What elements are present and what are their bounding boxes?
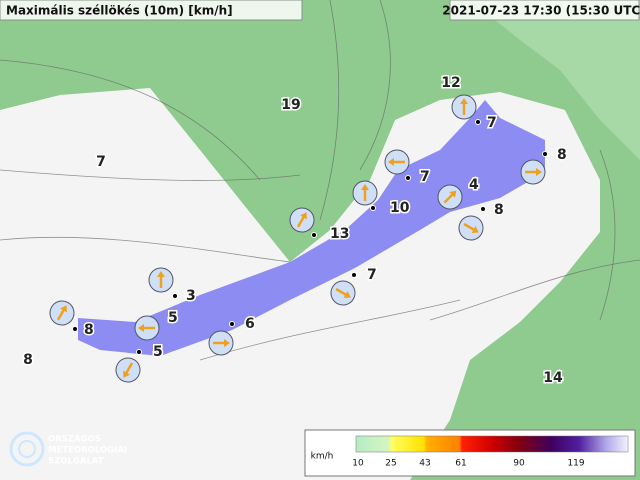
timestamp: 2021-07-23 17:30 (15:30 UTC): [442, 4, 640, 18]
legend-tick-label: 119: [567, 459, 584, 469]
station-dot: [475, 119, 481, 125]
wind-arrow: [384, 149, 410, 175]
station-dot: [229, 321, 235, 327]
logo: ORSZÁGOS METEOROLÓGIAI SZOLGÁLAT: [9, 431, 127, 467]
wind-arrow: [49, 300, 75, 326]
wind-arrow: [148, 267, 174, 293]
station-dot: [172, 293, 178, 299]
station-dot: [480, 206, 486, 212]
station-value: 6: [245, 316, 255, 332]
station-dot: [311, 232, 317, 238]
legend-tick-label: 90: [513, 459, 525, 469]
time-box: [449, 0, 640, 21]
station-dot: [351, 272, 357, 278]
title-box: [0, 0, 303, 21]
logo-text: SZOLGÁLAT: [48, 455, 104, 467]
arrow-head: [123, 370, 130, 378]
station-dot: [136, 349, 142, 355]
wind-arrow: [451, 94, 477, 120]
station-value: 5: [153, 344, 163, 360]
arrow-head: [157, 271, 165, 277]
arrow-head: [300, 212, 307, 220]
wind-arrow: [458, 215, 484, 241]
arrow-head: [536, 168, 542, 176]
wind-arrow: [289, 207, 315, 233]
wind-arrow: [352, 180, 378, 206]
wind-arrow: [134, 315, 160, 341]
legend-tick-label: 25: [385, 459, 396, 469]
arrow-head: [388, 158, 394, 166]
station-value: 13: [330, 226, 349, 242]
station-value: 7: [367, 267, 377, 283]
arrow-head: [138, 324, 144, 332]
station-value: 7: [420, 169, 430, 185]
logo-text: ORSZÁGOS: [48, 433, 101, 445]
station-dot: [405, 175, 411, 181]
wind-arrow: [115, 357, 141, 383]
logo-text: METEOROLÓGIAI: [48, 444, 127, 456]
streamlines: [0, 0, 640, 361]
legend-bar: [355, 435, 629, 453]
station-dot: [370, 205, 376, 211]
lake: [78, 100, 545, 356]
station-value: 8: [494, 202, 504, 218]
arrow-head: [60, 305, 67, 313]
station-dot: [542, 151, 548, 157]
terrain-light: [470, 0, 640, 160]
logo-icon: [18, 440, 36, 458]
logo-icon: [9, 431, 45, 467]
legend-tick-label: 10: [352, 459, 364, 469]
field-value: 14: [543, 370, 563, 386]
station-value: 5: [168, 310, 178, 326]
arrow-head: [471, 226, 479, 233]
legend-tick-label: 43: [419, 459, 430, 469]
arrow-head: [460, 98, 468, 104]
legend-unit: km/h: [311, 452, 334, 462]
station-value: 7: [487, 115, 497, 131]
station-dot: [72, 326, 78, 332]
legend-tick-label: 61: [455, 459, 466, 469]
field-value: 12: [441, 75, 460, 91]
arrow-head: [361, 184, 369, 190]
wind-arrow: [208, 330, 234, 356]
field-value: 7: [96, 154, 106, 170]
station-value: 10: [390, 200, 410, 216]
station-value: 3: [186, 288, 196, 304]
arrow-head: [224, 339, 230, 347]
station-value: 8: [84, 322, 94, 338]
arrow-head: [449, 190, 457, 198]
wind-arrow: [437, 184, 463, 210]
title: Maximális széllökés (10m) [km/h]: [6, 4, 233, 18]
arrow-head: [343, 291, 351, 298]
wind-arrow: [520, 159, 546, 185]
field-value: 8: [23, 352, 33, 368]
station-value: 4: [469, 177, 479, 193]
wind-arrow: [330, 280, 356, 306]
station-value: 8: [557, 147, 567, 163]
field-value: 19: [281, 97, 300, 113]
